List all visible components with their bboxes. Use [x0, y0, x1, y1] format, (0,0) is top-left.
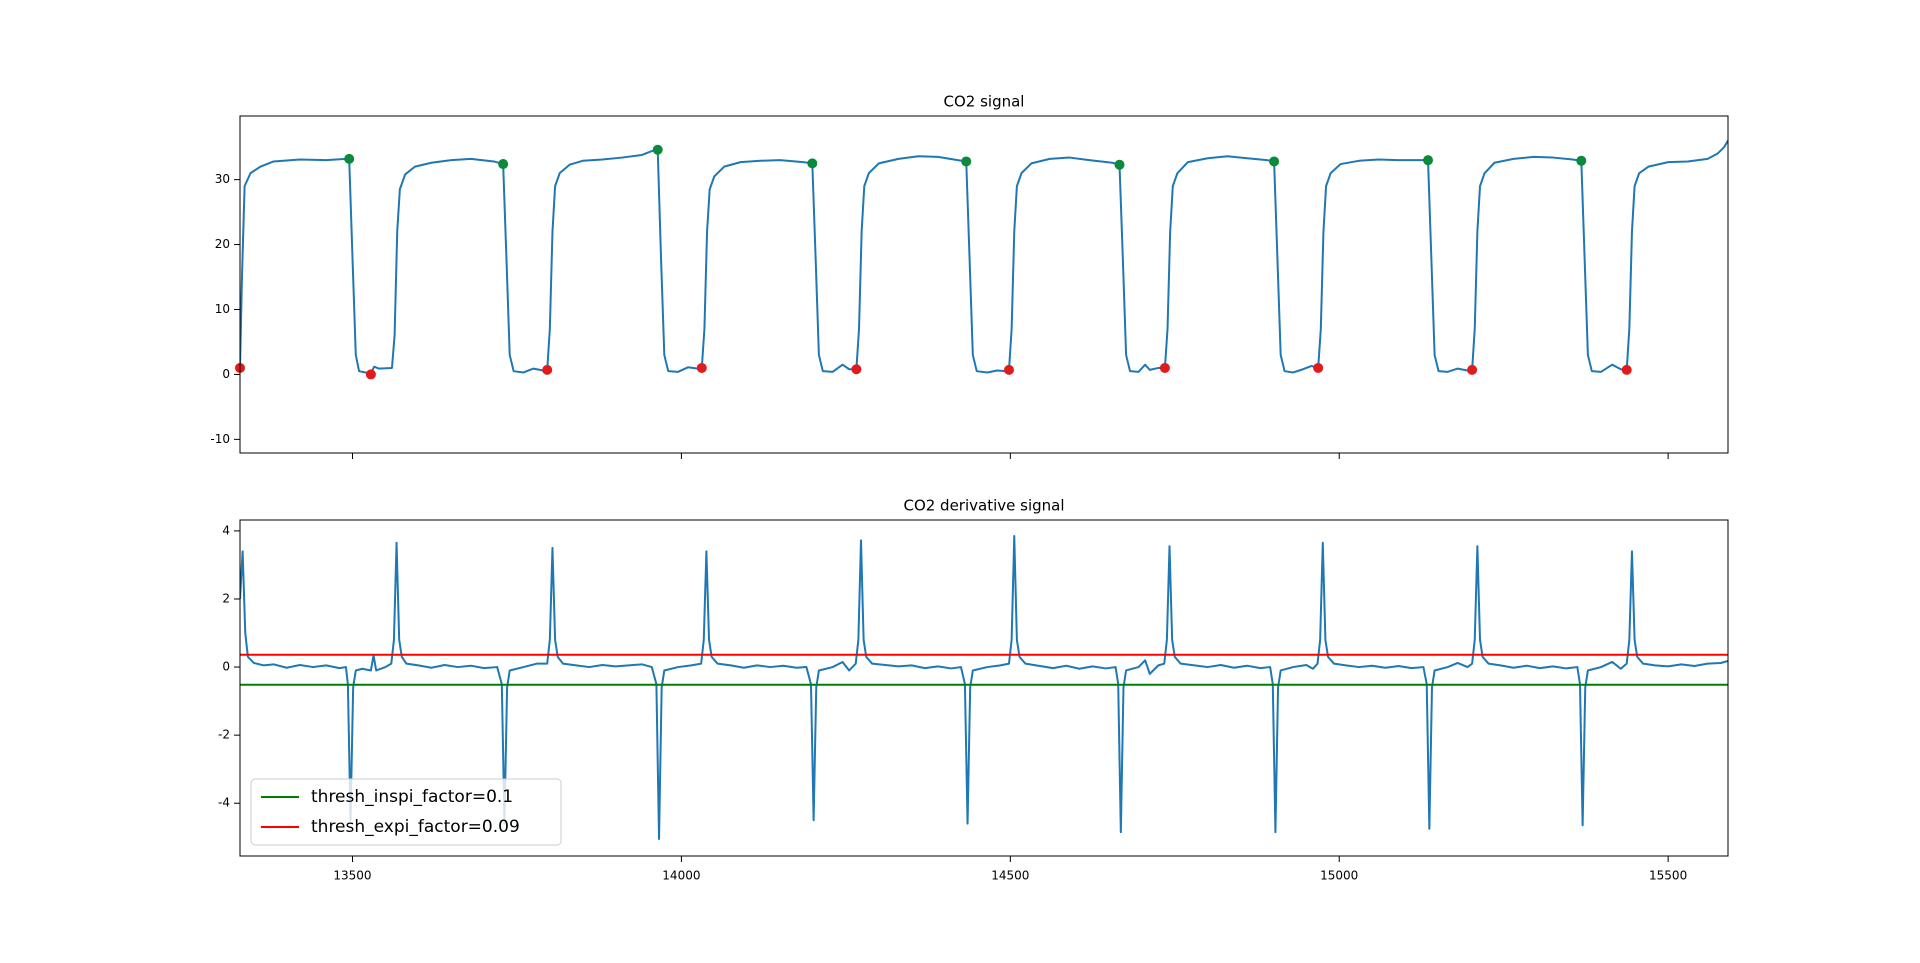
legend-label: thresh_expi_factor=0.09 — [311, 817, 520, 837]
axes: CO2 signal -10 0 10 20 30 — [210, 93, 1729, 459]
point — [1114, 159, 1125, 170]
signal-line — [240, 140, 1728, 375]
plot-area — [240, 535, 1728, 840]
axes: CO2 derivative signal -4 -2 0 2 4 13500 14000 14… — [218, 497, 1729, 883]
point — [1159, 362, 1170, 373]
x-tick-label: 15500 — [1649, 869, 1687, 883]
y-tick-label: 30 — [215, 172, 230, 186]
point — [961, 156, 972, 167]
point — [542, 364, 553, 375]
point — [807, 158, 818, 169]
plot-area — [240, 140, 1728, 375]
point — [1313, 362, 1324, 373]
point — [1003, 364, 1014, 375]
y-tick-label: 4 — [222, 523, 230, 537]
x-tick-label: 14500 — [991, 869, 1029, 883]
chart-title: CO2 signal — [944, 93, 1025, 111]
x-tick-label: 13500 — [333, 869, 371, 883]
point — [696, 362, 707, 373]
legend: thresh_inspi_factor=0.1 thresh_expi_facto… — [250, 778, 562, 846]
x-tick-label: 14000 — [662, 869, 700, 883]
point — [1423, 155, 1434, 166]
point — [1467, 364, 1478, 375]
point — [365, 369, 376, 380]
point — [851, 364, 862, 375]
y-tick-label: -4 — [218, 796, 230, 810]
y-tick-label: 0 — [222, 367, 230, 381]
point — [1576, 155, 1587, 166]
point — [1269, 156, 1280, 167]
y-tick-label: 10 — [215, 302, 230, 316]
y-tick-label: -10 — [210, 432, 230, 446]
y-tick-label: 0 — [222, 660, 230, 674]
y-tick-label: -2 — [218, 728, 230, 742]
point — [1621, 364, 1632, 375]
y-tick-label: 20 — [215, 237, 230, 251]
axes-frame — [239, 115, 1729, 454]
point — [344, 153, 355, 164]
legend-box — [250, 778, 562, 846]
chart-title: CO2 derivative signal — [903, 497, 1064, 515]
point — [652, 144, 663, 155]
legend-label: thresh_inspi_factor=0.1 — [311, 787, 513, 807]
point — [498, 159, 509, 170]
signal-line — [240, 535, 1728, 840]
axes-frame — [239, 519, 1729, 857]
x-tick-label: 15000 — [1320, 869, 1358, 883]
y-tick-label: 2 — [222, 591, 230, 605]
